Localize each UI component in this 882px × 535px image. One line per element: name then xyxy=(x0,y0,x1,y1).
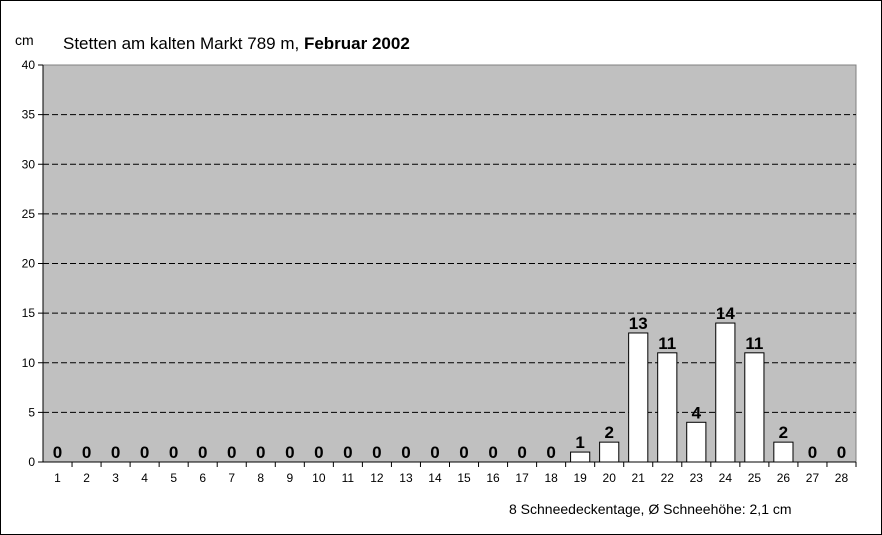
chart-title-month: Februar 2002 xyxy=(304,34,410,53)
bar xyxy=(773,441,794,463)
x-tick-label: 25 xyxy=(748,471,762,485)
data-label: 0 xyxy=(401,443,410,462)
x-tick-label: 6 xyxy=(199,471,206,485)
bar xyxy=(599,441,620,463)
data-label: 0 xyxy=(314,443,323,462)
data-label: 0 xyxy=(372,443,381,462)
x-tick-label: 3 xyxy=(112,471,119,485)
x-tick-label: 10 xyxy=(312,471,326,485)
x-tick-label: 20 xyxy=(603,471,617,485)
y-tick-label: 0 xyxy=(28,455,35,469)
x-tick-label: 11 xyxy=(342,471,355,485)
y-tick-label: 35 xyxy=(22,108,36,122)
data-label: 0 xyxy=(517,443,526,462)
x-tick-label: 15 xyxy=(457,471,471,485)
data-label: 14 xyxy=(716,304,735,323)
x-tick-label: 12 xyxy=(370,471,384,485)
y-tick-label: 30 xyxy=(22,157,36,171)
data-label: 0 xyxy=(53,443,62,462)
x-tick-label: 8 xyxy=(257,471,264,485)
data-label: 0 xyxy=(111,443,120,462)
x-tick-label: 22 xyxy=(661,471,675,485)
x-tick-label: 21 xyxy=(632,471,646,485)
x-tick-label: 18 xyxy=(544,471,558,485)
data-label: 13 xyxy=(629,314,648,333)
data-label: 0 xyxy=(227,443,236,462)
x-tick-label: 24 xyxy=(719,471,733,485)
bar xyxy=(686,421,707,463)
bar xyxy=(570,451,591,463)
chart-title-location: Stetten am kalten Markt 789 m, xyxy=(63,34,304,53)
data-label: 0 xyxy=(82,443,91,462)
data-label: 0 xyxy=(808,443,817,462)
bar xyxy=(715,322,736,463)
footer-summary: 8 Schneedeckentage, Ø Schneehöhe: 2,1 cm xyxy=(509,501,792,517)
x-tick-label: 14 xyxy=(428,471,442,485)
data-label: 0 xyxy=(140,443,149,462)
bar xyxy=(744,352,765,463)
x-tick-label: 13 xyxy=(399,471,413,485)
x-tick-label: 19 xyxy=(573,471,587,485)
data-label: 0 xyxy=(343,443,352,462)
data-label: 4 xyxy=(692,403,702,422)
bar xyxy=(628,332,649,463)
data-label: 2 xyxy=(604,423,613,442)
data-label: 2 xyxy=(779,423,788,442)
x-tick-label: 17 xyxy=(515,471,529,485)
data-label: 0 xyxy=(430,443,439,462)
y-tick-label: 15 xyxy=(22,306,36,320)
data-label: 0 xyxy=(837,443,846,462)
x-tick-label: 27 xyxy=(806,471,820,485)
data-label: 0 xyxy=(198,443,207,462)
data-label: 0 xyxy=(546,443,555,462)
x-tick-label: 1 xyxy=(54,471,61,485)
y-tick-label: 5 xyxy=(28,405,35,419)
x-tick-label: 23 xyxy=(690,471,704,485)
chart-title: Stetten am kalten Markt 789 m, Februar 2… xyxy=(63,34,410,53)
x-tick-label: 2 xyxy=(83,471,90,485)
data-label: 0 xyxy=(459,443,468,462)
x-tick-label: 5 xyxy=(170,471,177,485)
data-label: 0 xyxy=(256,443,265,462)
x-tick-label: 4 xyxy=(141,471,148,485)
data-label: 1 xyxy=(575,433,584,452)
y-tick-label: 40 xyxy=(22,58,36,72)
x-tick-label: 26 xyxy=(777,471,791,485)
y-tick-label: 20 xyxy=(22,257,36,271)
y-axis-unit: cm xyxy=(15,32,34,48)
plot-area: 0510152025303540102030405060708090100110… xyxy=(22,58,857,485)
x-tick-label: 28 xyxy=(835,471,849,485)
x-tick-label: 16 xyxy=(486,471,500,485)
data-label: 0 xyxy=(285,443,294,462)
bar xyxy=(657,352,678,463)
x-tick-label: 9 xyxy=(286,471,293,485)
data-label: 0 xyxy=(488,443,497,462)
data-label: 11 xyxy=(658,334,676,353)
data-label: 11 xyxy=(745,334,763,353)
y-tick-label: 10 xyxy=(22,356,36,370)
x-tick-label: 7 xyxy=(228,471,235,485)
data-label: 0 xyxy=(169,443,178,462)
y-tick-label: 25 xyxy=(22,207,36,221)
